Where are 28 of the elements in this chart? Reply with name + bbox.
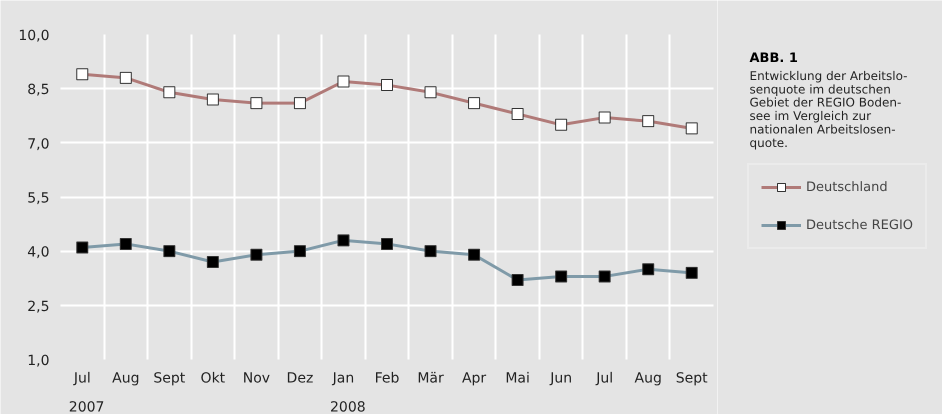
legend-label: Deutschland — [806, 180, 888, 194]
x-tick-label: Sept — [153, 370, 186, 386]
x-tick-label: Jun — [549, 370, 572, 386]
text: 2008 — [330, 400, 366, 414]
x-tick-label: Feb — [374, 370, 400, 386]
y-tick-label: 4,0 — [27, 244, 50, 261]
x-tick-label: Aug — [634, 370, 662, 386]
y-tick-label: 2,5 — [27, 298, 50, 315]
x-tick-label: Mär — [417, 370, 444, 386]
y-tick-label: 7,0 — [27, 136, 50, 152]
x-tick-label: Okt — [200, 370, 226, 386]
text: ABB. 1 — [750, 50, 798, 66]
text: Entwicklung der Arbeitslo- senquote im deutschen Gebiet der REGIO Boden- see im Vergleich zur nationalen Arbeitslosen- quote. — [750, 69, 908, 150]
x-tick-label: Jan — [332, 370, 354, 386]
text: 2007 — [68, 400, 104, 414]
x-tick-label: Apr — [462, 370, 486, 386]
y-tick-label: 5,5 — [27, 190, 50, 206]
y-tick-label: 10,0 — [18, 28, 50, 44]
y-tick-label: 8,5 — [27, 82, 50, 98]
x-tick-label: Dez — [286, 370, 314, 386]
x-tick-label: Mai — [505, 370, 530, 386]
x-tick-label: Nov — [242, 370, 270, 386]
legend-label: Deutsche REGIO — [806, 218, 914, 232]
x-tick-label: Jul — [595, 370, 614, 386]
x-tick-label: Sept — [676, 370, 708, 386]
x-tick-label: Jul — [72, 370, 91, 386]
y-tick-label: 1,0 — [27, 353, 50, 369]
x-tick-label: Aug — [112, 370, 140, 386]
